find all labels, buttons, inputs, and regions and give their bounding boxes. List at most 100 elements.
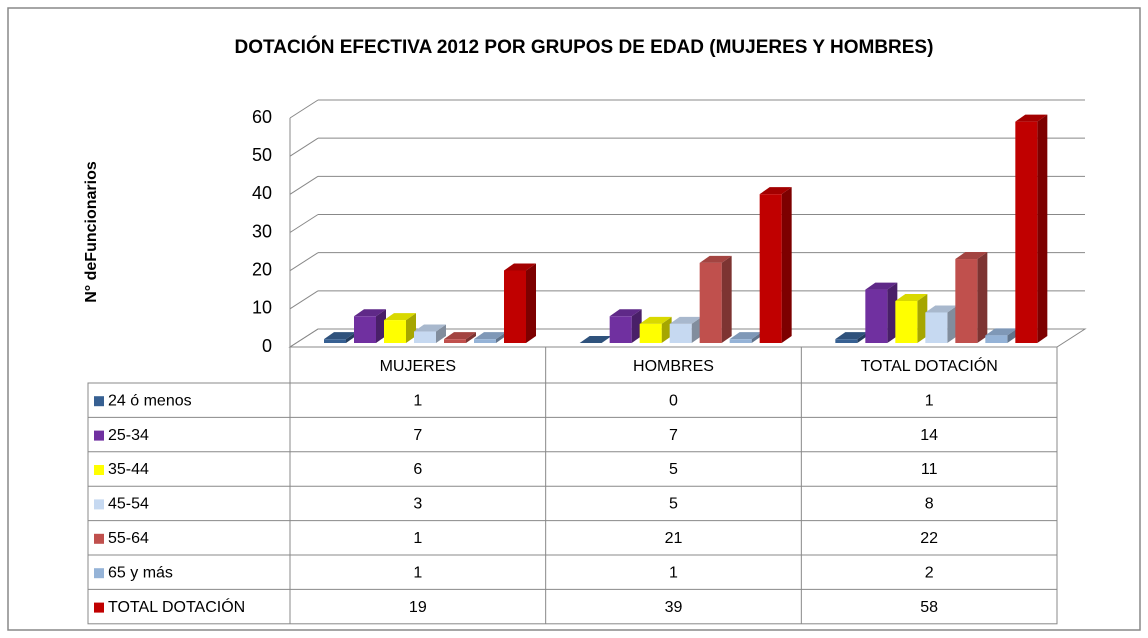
bar-side [406,313,416,343]
bar-top [579,336,612,343]
chart-title: DOTACIÓN EFECTIVA 2012 POR GRUPOS DE EDA… [235,36,934,58]
table-value: 11 [921,461,938,478]
bar-top [1015,114,1048,122]
legend-label: 65 y más [108,564,173,581]
bar-top [699,255,732,263]
bar-side [436,324,446,343]
legend-label: TOTAL DOTACIÓN [108,597,245,616]
bar [324,339,346,343]
bar [504,270,526,343]
legend-label: 24 ó menos [108,392,192,409]
legend-key [94,568,104,579]
bar [835,339,858,343]
bar-top [354,309,386,317]
bar [865,289,888,343]
legend-label: 55-64 [108,530,149,547]
grid-line-side [289,137,319,157]
table-value: 5 [669,496,678,513]
table-value: 7 [413,427,422,444]
bar-top [384,313,416,321]
legend-key [94,533,104,544]
y-tick-label: 50 [252,145,272,165]
legend-key [94,430,104,441]
bar [925,312,948,343]
grid-line-side [289,328,319,348]
grid-line-side [289,290,319,310]
bar-top [925,305,958,313]
y-tick-label: 40 [252,183,272,203]
bar-side [977,252,988,343]
bar [384,320,406,343]
grid-line-side [289,175,319,195]
legend-label: 25-34 [108,427,149,444]
legend-key [94,602,104,613]
bar-side [781,187,792,343]
table-value: 7 [669,427,678,444]
bar [474,339,496,343]
bar [985,335,1008,343]
legend-key [94,499,104,510]
bar-top [639,316,672,324]
table-value: 22 [920,530,938,547]
y-tick-label: 10 [252,298,272,318]
bar [444,339,466,343]
y-tick-label: 20 [252,259,272,279]
bar-side [751,332,762,343]
bar-side [526,263,536,343]
table-value: 2 [925,564,934,581]
table-value: 19 [409,599,427,616]
bar-side [721,255,732,343]
bar-top [895,294,928,302]
table-value: 1 [413,530,422,547]
table-value: 58 [920,599,938,616]
legend-label: 35-44 [108,461,149,478]
bar-side [1037,114,1048,343]
table-value: 1 [925,392,934,409]
bar-top [835,332,868,340]
bar-top [865,282,898,290]
bar-top [759,187,792,195]
bar-side [631,309,642,343]
bar-side [496,332,506,343]
table-value: 14 [920,427,938,444]
bar-side [376,309,386,343]
bar [669,323,692,343]
bar-side [466,332,476,343]
bar [729,339,752,343]
x-tick-label: TOTAL DOTACIÓN [861,356,998,375]
table-value: 0 [669,392,678,409]
table-value: 3 [413,496,422,513]
grid-line-side [289,214,319,233]
bar [1015,121,1038,343]
table-value: 39 [665,599,683,616]
bar [895,301,918,343]
bar-top [985,328,1018,336]
bar-side [346,332,356,343]
y-tick-label: 0 [262,336,272,356]
bar [414,331,436,343]
y-tick-label: 60 [252,107,272,127]
y-axis-label: N° deFuncionarios [83,161,100,303]
bar-side [947,305,958,343]
bar-side [691,316,702,343]
table-value: 5 [669,461,678,478]
bar-top [609,309,642,317]
bar-top [324,332,356,340]
y-tick-label: 30 [252,221,272,241]
bar-side [887,282,898,343]
table-value: 1 [413,392,422,409]
bar-top [414,324,446,332]
bar-top [474,332,506,340]
bar-top [955,252,988,260]
bar [759,194,782,343]
table-box [87,382,1058,625]
bar [639,323,662,343]
x-tick-label: MUJERES [380,358,456,375]
legend-key [94,396,104,407]
bar-side [917,294,928,343]
bar-side [1007,328,1018,343]
bar-top [504,263,536,271]
x-tick-label: HOMBRES [633,358,714,375]
legend-label: 45-54 [108,496,149,513]
